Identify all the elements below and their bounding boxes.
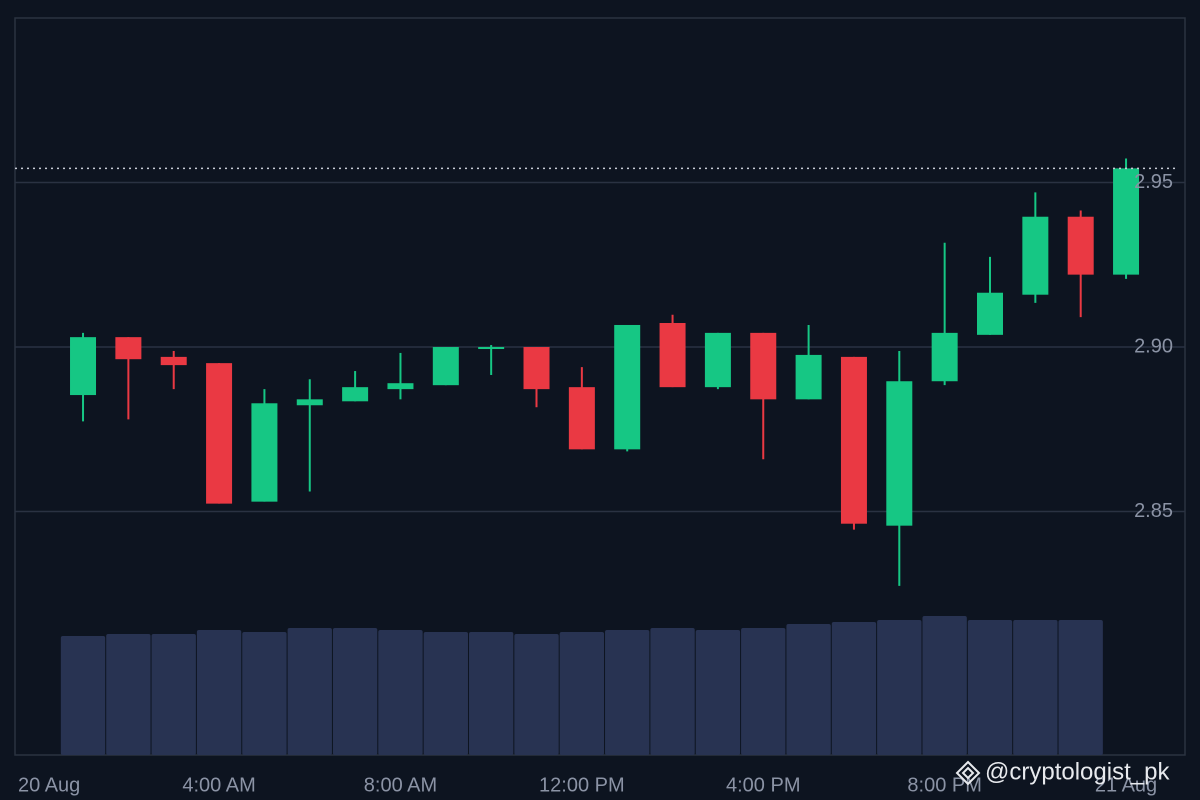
x-tick-label: 12:00 PM	[539, 774, 625, 796]
volume-bar	[922, 616, 967, 755]
volume-bar	[741, 628, 786, 755]
volume-bar	[242, 632, 287, 755]
volume-bar	[1058, 620, 1103, 755]
x-tick-label: 4:00 PM	[726, 774, 800, 796]
volume-bar	[967, 620, 1013, 755]
watermark: @cryptologist_pk	[955, 758, 1170, 786]
y-tick-label: 2.95	[1134, 171, 1173, 193]
candle-body	[750, 332, 777, 400]
candle-body	[115, 337, 142, 360]
x-tick-label: 4:00 AM	[182, 774, 255, 796]
candle-body	[795, 354, 822, 400]
volume-bar	[695, 630, 741, 755]
volume-bar	[332, 628, 378, 755]
volume-bar	[605, 630, 650, 755]
candle-body	[251, 403, 278, 502]
volume-bar	[287, 628, 332, 755]
candle-body	[977, 292, 1003, 335]
y-tick-label: 2.90	[1134, 335, 1173, 357]
plot-layer: 2.85 2.90 2.95 20 Aug 4:00 AM 8:00 AM 12:00 PM…	[15, 158, 1185, 796]
candle-body	[342, 387, 369, 402]
volume-bar	[423, 632, 468, 755]
candle-body	[1113, 168, 1140, 275]
volume-bar	[877, 620, 922, 755]
watermark-icon	[955, 760, 981, 786]
watermark-text: @cryptologist_pk	[985, 758, 1170, 785]
volume-bar	[468, 632, 514, 755]
candle-body	[568, 387, 595, 450]
candle-body	[523, 347, 550, 390]
volume-bar	[151, 634, 196, 755]
volume-bar	[786, 624, 831, 755]
candle-body	[432, 347, 459, 386]
candle-body	[387, 383, 414, 390]
volume-bar	[831, 622, 877, 755]
x-tick-label: 21 Aug	[1095, 774, 1157, 796]
volume-bar	[196, 630, 242, 755]
candle-body	[70, 337, 97, 396]
x-tick-label: 8:00 AM	[364, 774, 437, 796]
candle-body	[1022, 216, 1049, 295]
volume-bar	[1013, 620, 1058, 755]
candle-body	[206, 363, 233, 504]
volume-bar	[378, 630, 423, 755]
candle-body	[478, 347, 505, 350]
candle-body	[1067, 216, 1094, 275]
y-tick-label: 2.85	[1134, 500, 1173, 522]
x-tick-label: 20 Aug	[18, 774, 80, 796]
candle-body	[886, 381, 913, 526]
candle-body	[704, 332, 731, 388]
candle-body	[160, 356, 187, 366]
candle-body	[296, 399, 323, 406]
volume-bar	[60, 636, 106, 755]
volume-bar	[514, 634, 559, 755]
volume-bar	[559, 632, 605, 755]
candle-body	[931, 332, 958, 382]
candle-body	[614, 324, 641, 450]
volume-bar	[106, 634, 151, 755]
candle-body	[659, 322, 686, 388]
volume-bar	[650, 628, 695, 755]
x-tick-label: 8:00 PM	[907, 774, 981, 796]
candle-body	[840, 356, 867, 524]
